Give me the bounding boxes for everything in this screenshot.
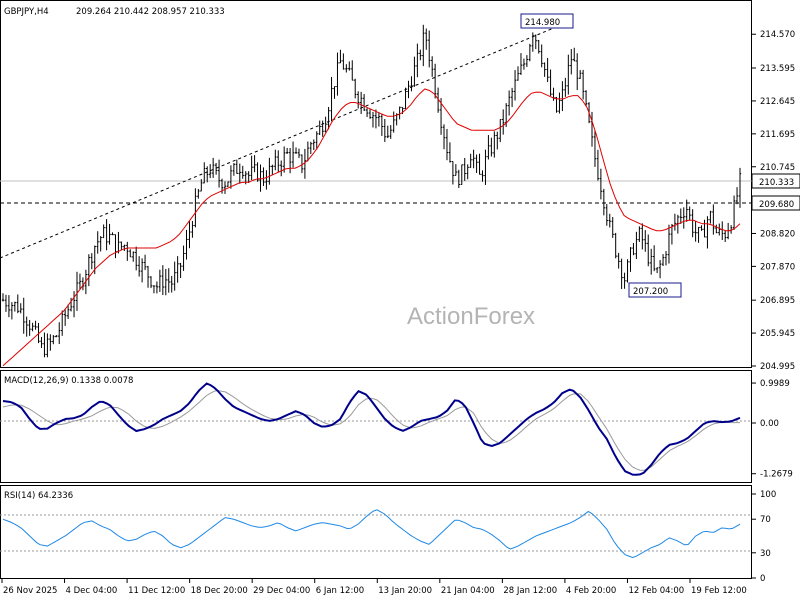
price-tick-label: 214.570	[760, 30, 795, 40]
ohlc-readout: 209.264 210.442 208.957 210.333	[76, 7, 225, 17]
date-tick-label: 12 Feb 04:00	[628, 586, 684, 596]
date-tick-label: 4 Feb 20:00	[566, 586, 616, 596]
macd-label: MACD(12,26,9) 0.1338 0.0078	[4, 376, 133, 386]
date-tick-label: 19 Feb 12:00	[691, 586, 747, 596]
low-tag-label: 207.200	[633, 287, 668, 297]
date-tick-label: 18 Dec 20:00	[191, 586, 248, 596]
macd-signal-line	[2, 389, 740, 471]
watermark: ActionForex	[407, 303, 535, 330]
price-tick-label: 212.645	[760, 97, 795, 107]
price-tick-label: 210.745	[760, 163, 795, 173]
macd-tick-label: -1.2679	[760, 470, 793, 480]
date-tick-label: 21 Jan 04:00	[441, 586, 495, 596]
date-axis: 26 Nov 2025 4 Dec 04:00 11 Dec 12:00 18 Dec…	[1, 579, 747, 596]
price-axis: 214.570213.595212.645211.695210.745209.8…	[752, 30, 795, 372]
date-tick-label: 6 Jan 12:00	[316, 586, 364, 596]
macd-axis: 0.9989 0.00 -1.2679	[752, 379, 793, 480]
macd-tick-label: 0.9989	[760, 379, 790, 389]
current-price-tag	[751, 173, 800, 189]
macd-panel-frame	[0, 370, 752, 483]
rsi-tick-label: 100	[760, 490, 776, 500]
date-tick-label: 28 Jan 12:00	[503, 586, 557, 596]
current-price-label: 210.333	[759, 178, 794, 188]
price-tick-label: 213.595	[760, 64, 795, 74]
date-tick-label: 11 Dec 12:00	[128, 586, 185, 596]
price-tick-label: 208.820	[760, 229, 795, 239]
rsi-tick-label: 70	[760, 515, 771, 525]
price-tick-label: 205.945	[760, 329, 795, 339]
price-tick-label: 207.870	[760, 262, 795, 272]
price-tick-label: 204.995	[760, 362, 795, 372]
rsi-tick-label: 0	[760, 574, 765, 584]
low-tag-box	[628, 282, 682, 298]
support-price-tag	[751, 195, 800, 211]
price-tick-label: 206.895	[760, 296, 795, 306]
high-tag-label: 214.980	[525, 18, 560, 28]
date-tick-label: 4 Dec 04:00	[66, 586, 118, 596]
moving-average-line	[2, 88, 741, 367]
rsi-tick-label: 30	[760, 549, 771, 559]
chart-title: GBPJPY,H4	[4, 7, 49, 17]
rising-trendline	[0, 19, 574, 259]
rsi-panel-frame	[0, 485, 752, 579]
date-tick-label: 26 Nov 2025	[3, 586, 57, 596]
support-price-label: 209.680	[759, 200, 794, 210]
rsi-line	[2, 509, 741, 559]
high-tag-box	[520, 13, 574, 29]
date-tick-label: 13 Jan 20:00	[378, 586, 432, 596]
macd-main-line	[2, 382, 741, 476]
candlestick-series	[1, 24, 742, 358]
date-tick-label: 29 Dec 04:00	[253, 586, 310, 596]
rsi-label: RSI(14) 64.2336	[4, 491, 73, 501]
rsi-axis: 100 70 30 0	[752, 490, 776, 584]
price-tick-label: 211.695	[760, 130, 795, 140]
macd-tick-label: 0.00	[760, 419, 779, 429]
